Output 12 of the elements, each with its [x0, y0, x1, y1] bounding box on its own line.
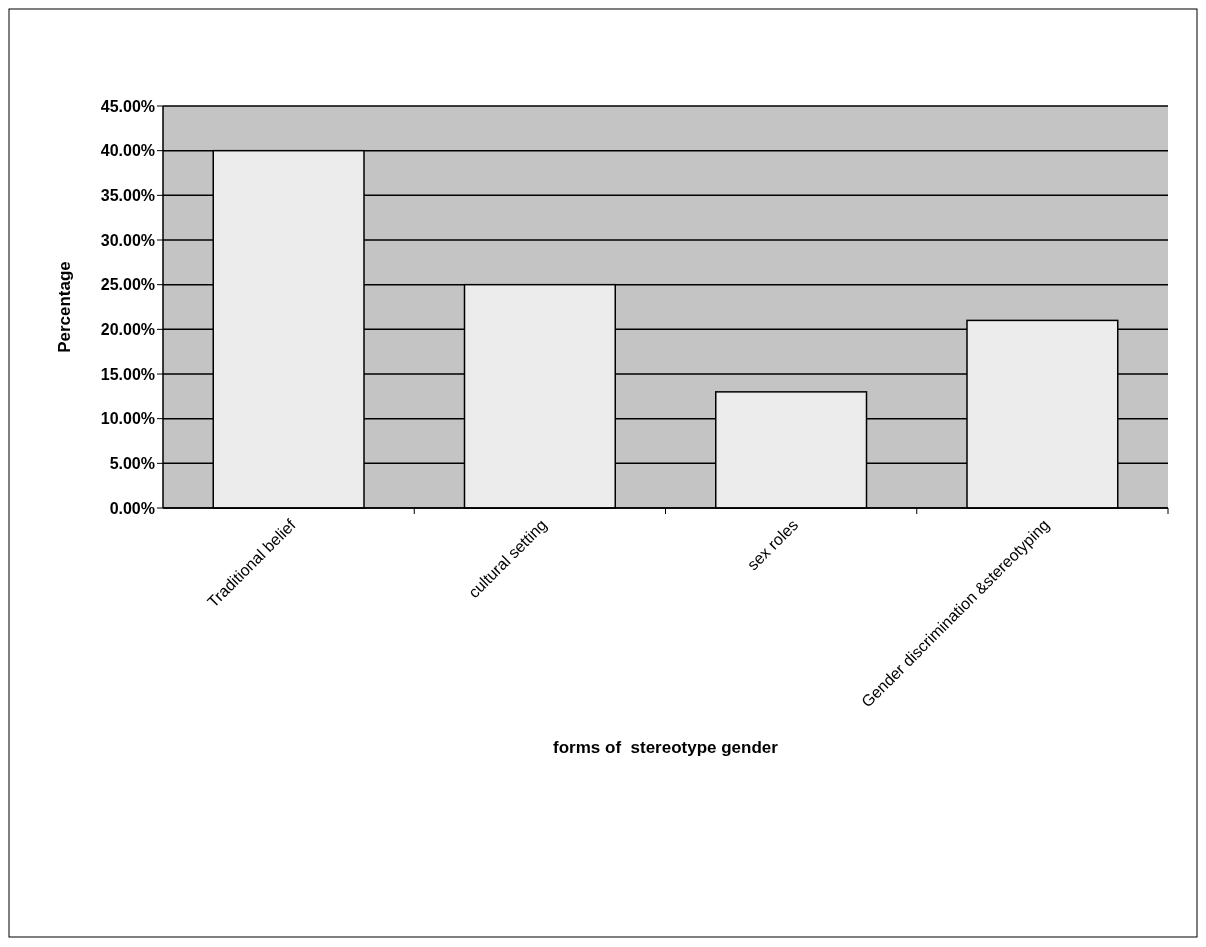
y-tick-label: 40.00%	[100, 142, 155, 160]
y-tick-label: 35.00%	[100, 186, 155, 204]
x-axis-title: forms of stereotype gender	[553, 738, 779, 757]
y-tick-label: 20.00%	[100, 320, 155, 338]
y-tick-label: 0.00%	[109, 499, 155, 517]
y-tick-label: 45.00%	[100, 97, 155, 115]
y-tick-label: 10.00%	[100, 410, 155, 428]
y-tick-label: 5.00%	[109, 454, 155, 472]
y-axis-title: Percentage	[55, 261, 74, 353]
y-tick-label: 30.00%	[100, 231, 155, 249]
y-tick-label: 15.00%	[100, 365, 155, 383]
y-tick-label: 25.00%	[100, 276, 155, 294]
